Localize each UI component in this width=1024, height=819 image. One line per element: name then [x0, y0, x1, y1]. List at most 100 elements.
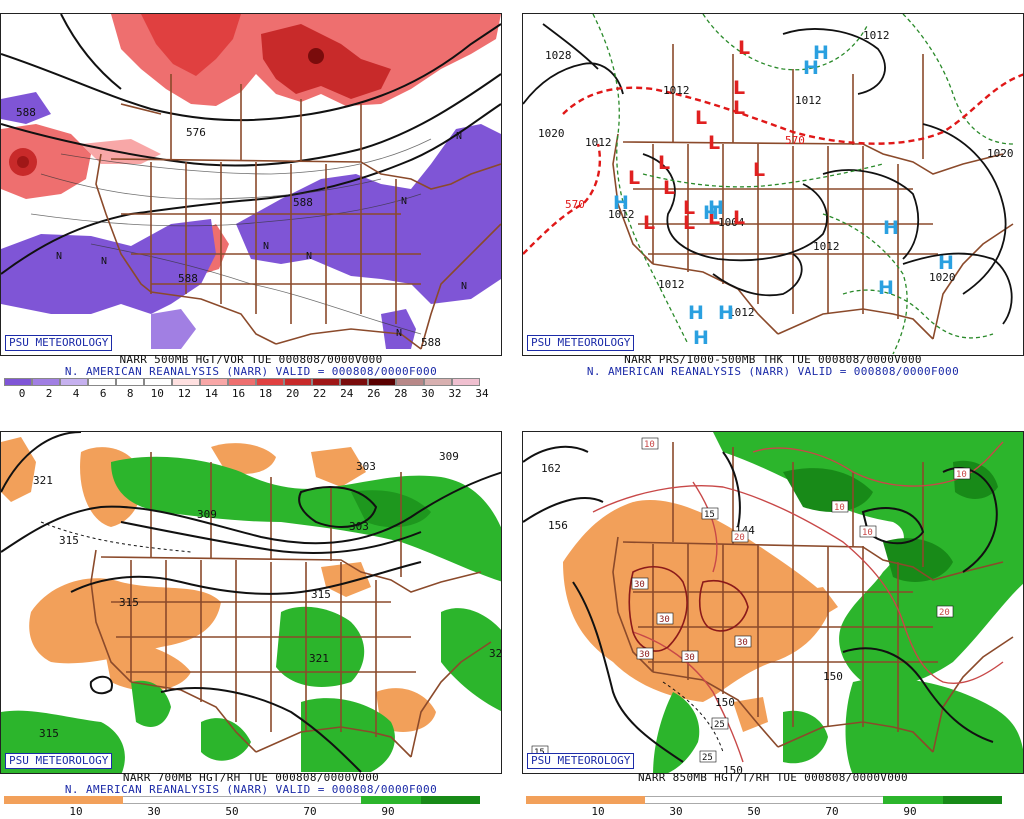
height-contour-2 [1, 73, 501, 167]
isobar-1012-east [822, 169, 920, 260]
colorbar-tick: 6 [99, 387, 107, 400]
colorbar-tick: 2 [45, 387, 53, 400]
rh-colorbar [4, 796, 480, 804]
height-contour-4 [298, 486, 378, 528]
colorbar-tick: 70 [303, 805, 317, 818]
dry-area-north [211, 443, 276, 474]
colorbar-swatch [420, 796, 480, 804]
thickness-570-north [562, 73, 1023, 145]
colorbar-tick: 50 [225, 805, 239, 818]
psu-meteorology-label: PSU METEOROLOGY [527, 753, 635, 769]
contour-label-588-b: 588 [293, 196, 313, 209]
vort-max-northeast-core [261, 24, 391, 99]
dry-area-ne [311, 447, 366, 487]
boxed-temperature-label: 30 [659, 615, 670, 625]
moist-area-central [276, 606, 365, 687]
panel-title: NARR PRS/1000-500MB THK TUE 000808/0000V… [624, 353, 922, 366]
boxed-label-frame [734, 635, 752, 648]
dry-area-sw [101, 632, 191, 691]
boxed-temperature-label: 10 [834, 503, 845, 513]
contour-label-309: 309 [197, 508, 217, 521]
dry-area-west [29, 578, 222, 664]
colorbar-tick: 8 [126, 387, 134, 400]
height-contour-dashed [662, 681, 724, 753]
moist-area-texas [201, 718, 251, 761]
isobar-label-1012: 1012 [813, 240, 840, 253]
high-pressure-symbol: H [693, 327, 709, 349]
boxed-label-frame [641, 437, 659, 450]
vort-contour-c [60, 138, 432, 175]
colorbar-tick: 24 [340, 387, 354, 400]
map-500mb: 588 576 588 588 588 N N N N N N N N PSU … [0, 13, 502, 356]
isobar-1012-central [642, 153, 828, 262]
height-contour-5 [70, 561, 422, 595]
coast-east [932, 223, 1014, 340]
boxed-temperature-label: 25 [702, 753, 713, 763]
colorbar-tick: 10 [150, 387, 164, 400]
panel-500mb-vorticity: 588 576 588 588 588 N N N N N N N N PSU … [0, 0, 502, 400]
coast-gulf [275, 328, 422, 350]
boxed-temperature-label: 10 [862, 528, 873, 538]
canada-provinces [150, 452, 402, 577]
moist-area-southeast [301, 698, 395, 772]
isobar-label-1012: 1012 [658, 278, 685, 291]
boxed-temperature-label: 20 [939, 608, 950, 618]
boxed-temperature-label: 30 [634, 580, 645, 590]
moist-area-east [441, 608, 501, 712]
isobar-label-1020: 1020 [929, 271, 956, 284]
psu-meteorology-label: PSU METEOROLOGY [5, 335, 113, 351]
boxed-temperature-label: 30 [737, 638, 748, 648]
coast-west [90, 549, 132, 683]
high-pressure-symbol: H [758, 352, 774, 356]
isobar-1028 [542, 23, 599, 70]
isobar-1020-nw [523, 62, 624, 105]
colorbar-tick: 12 [177, 387, 191, 400]
colorbar-swatch [823, 796, 883, 804]
border-us-mexico [150, 291, 277, 345]
colorbar-swatch [144, 378, 172, 386]
high-pressure-symbol: H [718, 302, 734, 324]
coast-east [420, 223, 501, 350]
boxed-temperature-label: 10 [644, 440, 655, 450]
dry-area-nw-2 [1, 437, 36, 502]
isobar-label-1012: 1012 [663, 84, 690, 97]
map-850mb: 162 156 144 150 150 150 156 101010101520… [522, 431, 1024, 774]
colorbar-swatch [256, 378, 284, 386]
height-contour-2 [1, 471, 501, 553]
dry-area-se [376, 688, 436, 732]
colorbar-swatch [116, 378, 144, 386]
psu-meteorology-label: PSU METEOROLOGY [5, 753, 113, 769]
boxed-temperature-label: 20 [734, 533, 745, 543]
colorbar-swatch [63, 796, 123, 804]
high-pressure-symbol: H [813, 42, 829, 64]
colorbar-swatch [301, 796, 361, 804]
moist-area-mex [131, 680, 171, 727]
contour-label-150: 150 [823, 670, 843, 683]
map-pressure-svg: 570 570 1028 1020 1012 1012 1012 1012 10… [523, 14, 1023, 356]
vort-neg-west [1, 219, 216, 314]
colorbar-swatch [284, 378, 312, 386]
height-contour-2 [523, 497, 604, 523]
isobar-label-1020: 1020 [538, 127, 565, 140]
vort-min-label: N [56, 251, 62, 262]
boxed-label-frame [731, 530, 749, 543]
height-contour-7 [722, 451, 741, 528]
coast-gulf [255, 726, 412, 758]
panel-subtitle: N. AMERICAN REANALYSIS (NARR) VALID = 00… [64, 783, 438, 796]
contour-label-303: 303 [349, 520, 369, 533]
isobar-label-1020: 1020 [987, 147, 1014, 160]
very-moist-e [883, 538, 953, 582]
rh-colorbar [526, 796, 1002, 804]
high-pressure-centers: HHHHHHHHHHHH [613, 42, 954, 356]
isobar-dash-3 [642, 163, 884, 188]
colorbar-tick: 90 [903, 805, 917, 818]
colorbar-swatch [32, 378, 60, 386]
hot-contour-30-a [628, 566, 688, 652]
height-contour-dashed [40, 521, 192, 553]
low-pressure-symbol: L [753, 159, 765, 181]
panel-700mb-rh: 321 315 309 303 309 315 315 315 321 327 … [0, 418, 502, 818]
border-us-canada [622, 141, 1004, 175]
colorbar-swatch [368, 378, 396, 386]
coast-west [612, 133, 654, 265]
moist-area-southeast [845, 678, 1023, 773]
